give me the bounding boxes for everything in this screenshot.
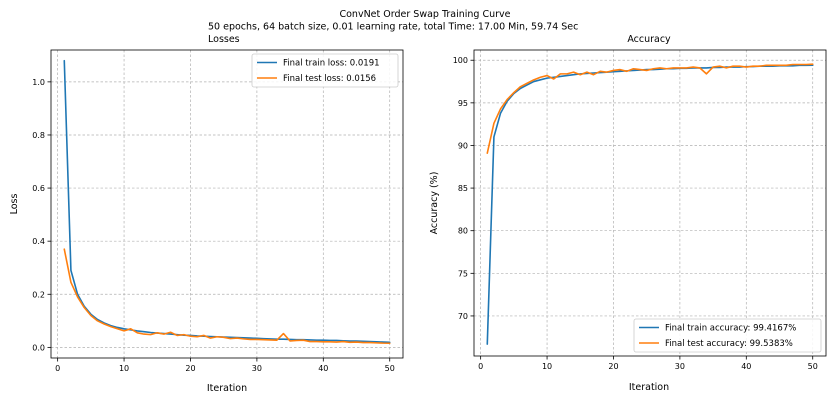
accuracy-legend: Final train accuracy: 99.4167% Final tes…	[633, 318, 822, 353]
accuracy-plot-frame	[473, 49, 827, 357]
losses-x-tick-label: 50	[385, 364, 395, 373]
accuracy-x-tick-label: 20	[608, 362, 618, 371]
accuracy-x-axis-label: Iteration	[629, 382, 669, 393]
losses-test-series-line	[63, 248, 391, 345]
accuracy-y-tick-label: 100	[453, 56, 468, 65]
accuracy-x-tick-label: 50	[808, 362, 818, 371]
accuracy-train-series-line	[486, 64, 814, 345]
accuracy-x-tick-label: 40	[741, 362, 751, 371]
figure-title: ConvNet Order Swap Training Curve	[339, 9, 510, 20]
accuracy-y-tick-label: 80	[458, 227, 468, 236]
accuracy-y-tick-label: 90	[458, 141, 468, 150]
accuracy-chart: Accuracy 0 10 20 30 40 50 70 75 80 85 90 95 100 Iter…	[429, 34, 827, 393]
losses-y-tick-label: 0.8	[32, 131, 45, 140]
accuracy-y-tick-label: 75	[458, 269, 468, 278]
losses-chart: Losses 0 10 20 30 40 50 0.0 0.2 0.4 0.6 0.8 1.0 Ite…	[9, 34, 404, 394]
losses-x-tick-label: 0	[55, 364, 60, 373]
accuracy-x-tick-label: 0	[478, 362, 483, 371]
losses-chart-title: Losses	[208, 34, 240, 45]
losses-train-series-line	[63, 59, 391, 344]
losses-y-tick-label: 1.0	[32, 78, 45, 87]
losses-legend-train-label: Final train loss: 0.0191	[283, 59, 380, 69]
losses-legend: Final train loss: 0.0191 Final test loss…	[251, 53, 399, 88]
accuracy-test-series-line	[486, 63, 814, 154]
losses-y-axis-label: Loss	[9, 194, 20, 215]
figure-subtitle: 50 epochs, 64 batch size, 0.01 learning …	[208, 22, 578, 33]
accuracy-x-tick-label: 10	[542, 362, 552, 371]
losses-x-tick-label: 30	[252, 364, 262, 373]
losses-x-tick-label: 40	[318, 364, 328, 373]
accuracy-chart-title: Accuracy	[627, 34, 671, 45]
losses-x-tick-label: 10	[119, 364, 129, 373]
accuracy-y-tick-label: 70	[458, 312, 468, 321]
losses-legend-test-label: Final test loss: 0.0156	[283, 74, 376, 84]
accuracy-y-axis-label: Accuracy (%)	[429, 172, 440, 235]
losses-y-tick-label: 0.6	[32, 184, 45, 193]
accuracy-y-tick-label: 85	[458, 184, 468, 193]
losses-y-tick-label: 0.0	[32, 343, 45, 352]
losses-y-tick-label: 0.2	[32, 290, 45, 299]
losses-x-tick-label: 20	[185, 364, 195, 373]
losses-x-axis-label: Iteration	[207, 383, 247, 394]
losses-y-tick-label: 0.4	[32, 237, 45, 246]
accuracy-x-tick-label: 30	[675, 362, 685, 371]
accuracy-y-tick-label: 95	[458, 99, 468, 108]
losses-plot-frame	[50, 49, 404, 359]
accuracy-legend-test-label: Final test accuracy: 99.5383%	[665, 339, 793, 349]
accuracy-legend-train-label: Final train accuracy: 99.4167%	[665, 324, 796, 334]
